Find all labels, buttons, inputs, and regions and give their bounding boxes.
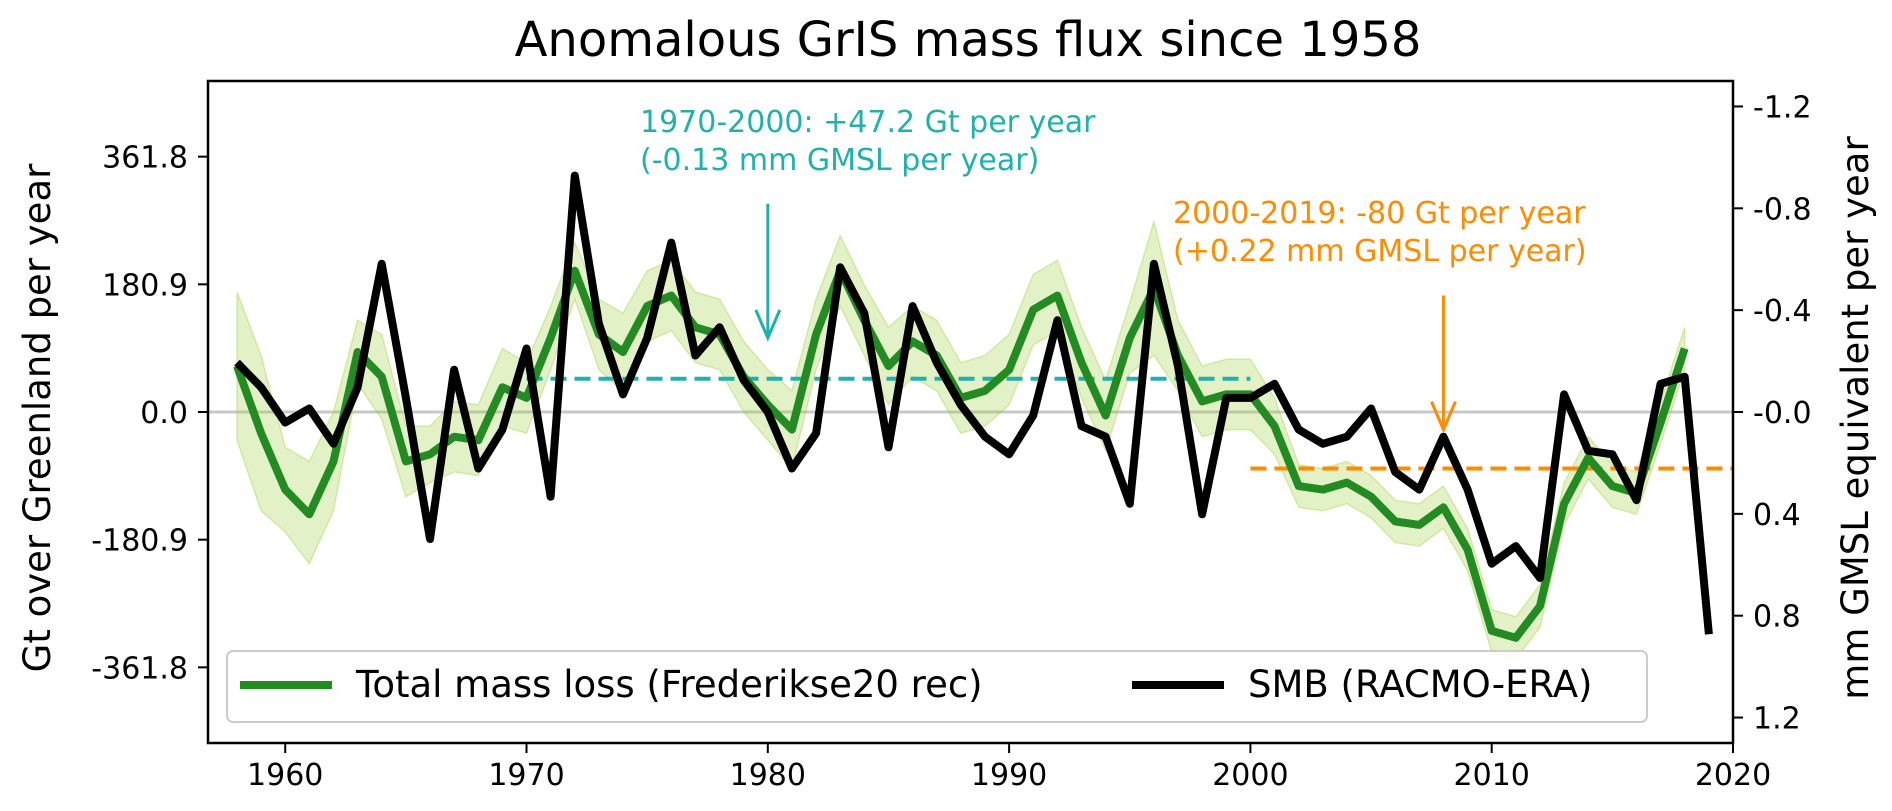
annotation-1-arrowhead — [754, 309, 782, 342]
y2-tick-label: 0.8 — [1753, 600, 1801, 635]
x-tick-label: 1960 — [247, 758, 323, 793]
y2-tick-label: -0.8 — [1753, 192, 1812, 227]
annotation-2-line2: (+0.22 mm GMSL per year) — [1173, 234, 1587, 269]
legend-label-1: Total mass loss (Frederikse20 rec) — [355, 663, 983, 706]
legend: Total mass loss (Frederikse20 rec) SMB (R… — [226, 650, 1648, 723]
x-tick-label: 1990 — [971, 758, 1047, 793]
y2-tick-label: -0.0 — [1753, 396, 1812, 431]
y2-tick-label: 0.4 — [1753, 498, 1801, 533]
x-tick-label: 2020 — [1695, 758, 1771, 793]
y-axis-label-left: Gt over Greenland per year — [16, 163, 59, 672]
x-tick-label: 1970 — [488, 758, 564, 793]
y-tick-label: -180.9 — [91, 524, 188, 559]
x-tick-label: 2010 — [1454, 758, 1530, 793]
y2-tick-label: -0.4 — [1753, 294, 1812, 329]
x-tick-label: 2000 — [1212, 758, 1288, 793]
annotation-1-line1: 1970-2000: +47.2 Gt per year — [640, 105, 1096, 140]
chart-title: Anomalous GrIS mass flux since 1958 — [515, 12, 1422, 68]
series-line-2 — [234, 171, 1713, 635]
legend-box — [226, 650, 1648, 723]
y2-tick-label: 1.2 — [1753, 702, 1801, 737]
x-tick-label: 1980 — [730, 758, 806, 793]
y-tick-label: 180.9 — [102, 268, 188, 303]
y2-tick-label: -1.2 — [1753, 90, 1812, 125]
legend-label-2: SMB (RACMO-ERA) — [1248, 663, 1592, 706]
y-tick-label: -361.8 — [91, 651, 188, 686]
y-tick-label: 0.0 — [140, 396, 188, 431]
y-tick-label: 361.8 — [102, 141, 188, 176]
y-axis-label-right: mm GMSL equivalent per year — [1834, 136, 1877, 700]
annotation-2-arrowhead — [1430, 401, 1457, 434]
annotation-2-line1: 2000-2019: -80 Gt per year — [1173, 196, 1586, 231]
annotation-1-line2: (-0.13 mm GMSL per year) — [640, 143, 1039, 178]
